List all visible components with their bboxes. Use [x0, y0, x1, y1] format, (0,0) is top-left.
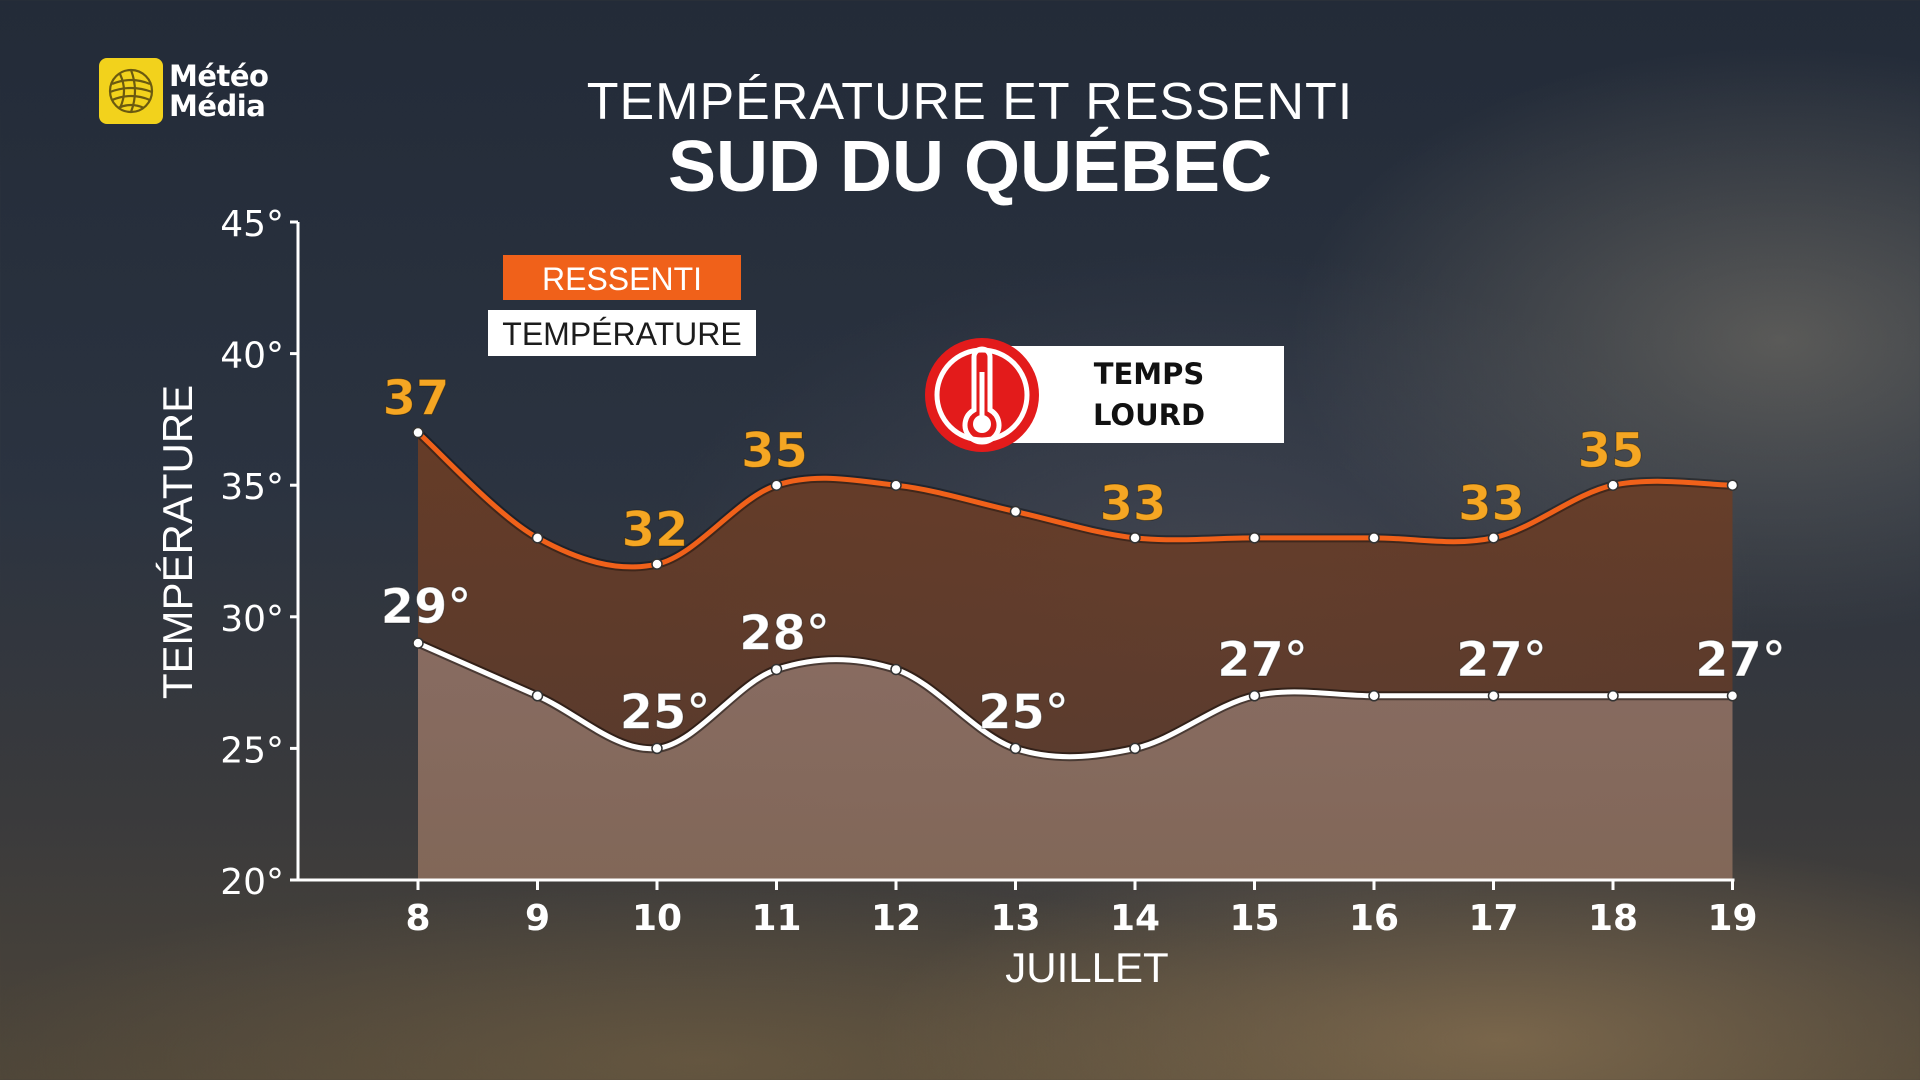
legend-ressenti-swatch — [503, 255, 741, 300]
temperature-point — [770, 663, 783, 676]
temperature-point — [412, 637, 424, 649]
chart-title: SUD DU QUÉBEC — [667, 127, 1273, 207]
x-tick-label: 10 — [632, 898, 682, 939]
ressenti-point — [1487, 532, 1500, 544]
temperature-data-label: 27° — [1456, 632, 1547, 688]
ressenti-point — [1726, 479, 1739, 491]
ressenti-point — [1368, 532, 1380, 544]
ressenti-point — [890, 479, 902, 491]
ressenti-data-label: 33 — [1458, 476, 1525, 532]
temperature-point — [1248, 690, 1261, 702]
temperature-point — [651, 742, 663, 755]
ressenti-point — [651, 558, 663, 570]
temperature-point — [1487, 690, 1500, 702]
logo-text-line1: Météo — [169, 59, 269, 93]
x-axis-label: JUILLET — [1005, 944, 1168, 991]
y-axis-label: TEMPÉRATURE — [154, 385, 201, 699]
y-tick-label: 30° — [220, 599, 284, 640]
x-tick-label: 9 — [525, 898, 550, 939]
temperature-point — [890, 663, 902, 676]
meteomedia-logo: Météo Média — [99, 58, 269, 124]
ressenti-data-label: 37 — [383, 371, 450, 427]
chart-areas — [418, 432, 1733, 880]
chart-axes: 20° 25° 30° 35° 40° 45° 8 9 10 11 12 13 14 15 16 17 18 19 — [220, 204, 1757, 939]
badge-text-line2: LOURD — [1093, 398, 1205, 432]
ressenti-data-label: 35 — [741, 423, 808, 479]
ressenti-data-label: 33 — [1100, 476, 1167, 532]
ressenti-point — [1129, 532, 1141, 544]
ressenti-point — [1009, 505, 1022, 518]
temperature-point — [1129, 742, 1141, 755]
x-tick-label: 17 — [1468, 898, 1518, 939]
chart-legend: RESSENTI TEMPÉRATURE — [488, 255, 756, 356]
globe-icon — [99, 58, 163, 124]
temperature-data-label: 27° — [1217, 632, 1308, 688]
legend-temperature-swatch — [488, 310, 756, 356]
x-tick-label: 15 — [1229, 898, 1279, 939]
legend-ressenti-label: RESSENTI — [542, 261, 702, 297]
ressenti-line — [416, 430, 1733, 570]
x-tick-label: 12 — [871, 898, 921, 939]
ressenti-point — [412, 426, 424, 439]
ressenti-point — [770, 479, 783, 491]
y-tick-label: 45° — [220, 204, 284, 245]
chart-points — [412, 426, 1739, 755]
temperature-data-label: 25° — [978, 684, 1069, 740]
temperature-data-label: 27° — [1695, 632, 1786, 688]
thermometer-icon — [934, 346, 1030, 445]
temperature-point — [1726, 690, 1739, 702]
x-tick-label: 19 — [1707, 898, 1757, 939]
x-tick-label: 14 — [1110, 898, 1160, 939]
chart-subtitle: TEMPÉRATURE ET RESSENTI — [586, 73, 1354, 131]
ressenti-data-label: 35 — [1578, 423, 1645, 479]
x-tick-label: 16 — [1349, 898, 1399, 939]
thermometer-bulb — [973, 415, 991, 433]
temperature-point — [1009, 742, 1022, 755]
temperature-data-label: 28° — [739, 605, 830, 661]
temperature-point — [1368, 690, 1380, 702]
heavy-weather-badge: TEMPS LOURD — [925, 338, 1284, 452]
y-tick-label: 35° — [220, 467, 284, 508]
ressenti-point — [531, 532, 544, 544]
temperature-point — [531, 690, 544, 702]
x-tick-label: 13 — [990, 898, 1040, 939]
temperature-data-label: 29° — [381, 579, 472, 635]
x-tick-label: 11 — [751, 898, 801, 939]
legend-temperature-label: TEMPÉRATURE — [502, 316, 741, 352]
chart-data-labels: 37 32 35 33 33 35 29° 25° 28° 25° 27° 27° 27° — [380, 370, 1786, 741]
x-tick-label: 8 — [405, 898, 430, 939]
badge-text-line1: TEMPS — [1094, 357, 1205, 391]
temperature-point — [1607, 690, 1619, 702]
y-tick-label: 40° — [220, 336, 284, 377]
ressenti-point — [1248, 532, 1261, 544]
temperature-data-label: 25° — [620, 684, 711, 740]
x-tick-label: 18 — [1588, 898, 1638, 939]
y-tick-label: 25° — [220, 730, 284, 771]
logo-text-line2: Média — [169, 89, 266, 123]
ressenti-data-label: 32 — [622, 502, 689, 558]
temperature-area — [418, 643, 1733, 880]
ressenti-point — [1607, 479, 1619, 491]
y-tick-label: 20° — [220, 862, 284, 903]
